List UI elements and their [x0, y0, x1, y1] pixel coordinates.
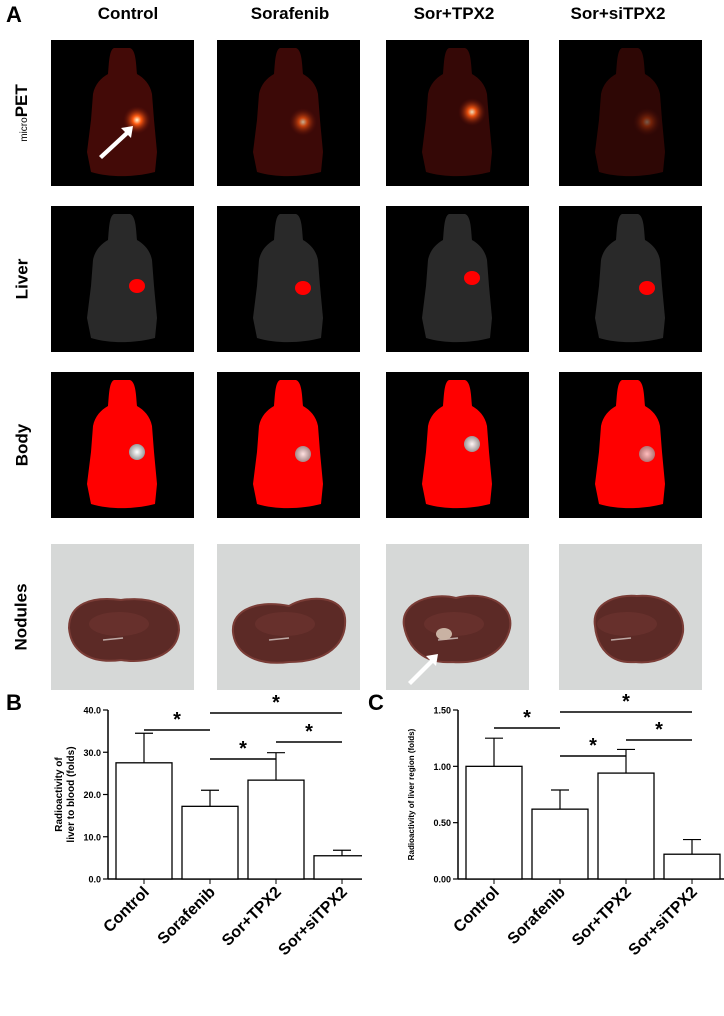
x-tick-label: Sor+siTPX2 — [276, 884, 351, 959]
row-label-text: Nodules — [12, 583, 31, 651]
bar-chart-b: 0.0 10.0 20.0 30.0 40.0 Radioactivity of liver… — [54, 692, 362, 959]
body-roi-image — [386, 372, 529, 518]
bar — [597, 772, 655, 880]
liver-nodules-photo — [217, 544, 360, 690]
row-label-text: Body — [12, 423, 31, 467]
row-label-micropet: microPET — [4, 40, 40, 186]
micropet-image — [51, 40, 194, 186]
x-tick-label: Sor+TPX2 — [569, 884, 635, 950]
y-tick-label: 20.0 — [83, 790, 101, 800]
y-tick-label: 40.0 — [83, 706, 101, 716]
row-label-liver: Liver — [4, 206, 40, 352]
y-tick-label: 1.50 — [433, 706, 451, 716]
liver-nodules-photo — [386, 544, 529, 690]
bar — [181, 805, 239, 880]
y-tick-label: 10.0 — [83, 832, 101, 842]
x-tick-label: Sorafenib — [505, 884, 569, 948]
column-header-sorafenib: Sorafenib — [250, 4, 330, 23]
body-roi-image — [51, 372, 194, 518]
liver-roi-image — [559, 206, 702, 352]
y-axis-label: Radioactivity of — [54, 757, 65, 832]
significance-star: * — [239, 738, 247, 760]
body-roi-image — [559, 372, 702, 518]
y-tick-label: 30.0 — [83, 748, 101, 758]
micropet-image — [559, 40, 702, 186]
row-label-body: Body — [4, 372, 40, 518]
bar — [313, 855, 362, 880]
column-header-sor-sitpx2: Sor+siTPX2 — [570, 4, 666, 23]
micropet-image — [386, 40, 529, 186]
bar-chart-c: 0.00 0.50 1.00 1.50 Radioactivity of liver r… — [407, 691, 724, 959]
y-tick-label: 0.00 — [433, 875, 451, 885]
x-tick-label: Sor+siTPX2 — [626, 884, 701, 959]
x-tick-label: Control — [101, 884, 153, 936]
y-tick-label: 1.00 — [433, 762, 451, 772]
significance-star: * — [655, 719, 663, 741]
significance-star: * — [272, 692, 280, 714]
significance-star: * — [523, 707, 531, 729]
micropet-image — [217, 40, 360, 186]
liver-nodules-photo — [51, 544, 194, 690]
x-tick-label: Control — [451, 884, 503, 936]
row-label-prefix: micro — [19, 117, 31, 142]
bar — [465, 765, 523, 880]
bar — [247, 779, 305, 880]
significance-star: * — [622, 691, 630, 713]
y-axis-label: liver to blood (folds) — [66, 746, 77, 842]
row-label-text: Liver — [12, 258, 32, 300]
panel-a-label: A — [6, 2, 22, 27]
row-label-text: PET — [12, 84, 32, 118]
y-tick-label: 0.50 — [433, 818, 451, 828]
liver-roi-image — [386, 206, 529, 352]
y-axis-label: Radioactivity of liver region (folds) — [407, 728, 416, 860]
significance-star: * — [173, 709, 181, 731]
bar — [115, 762, 173, 880]
arrow-icon — [99, 126, 133, 159]
significance-star: * — [305, 721, 313, 743]
panel-c-label: C — [368, 690, 384, 715]
column-header-control: Control — [97, 4, 159, 23]
column-header-sor-tpx2: Sor+TPX2 — [413, 4, 495, 23]
y-tick-label: 0.0 — [88, 875, 101, 885]
row-label-nodules: Nodules — [4, 544, 40, 690]
significance-star: * — [589, 735, 597, 757]
liver-nodules-photo — [559, 544, 702, 690]
liver-roi-image — [51, 206, 194, 352]
body-roi-image — [217, 372, 360, 518]
panel-b-label: B — [6, 690, 22, 715]
x-tick-label: Sorafenib — [155, 884, 219, 948]
arrow-icon — [408, 654, 438, 685]
bar — [663, 853, 721, 880]
liver-roi-image — [217, 206, 360, 352]
x-tick-label: Sor+TPX2 — [219, 884, 285, 950]
bar — [531, 808, 589, 880]
